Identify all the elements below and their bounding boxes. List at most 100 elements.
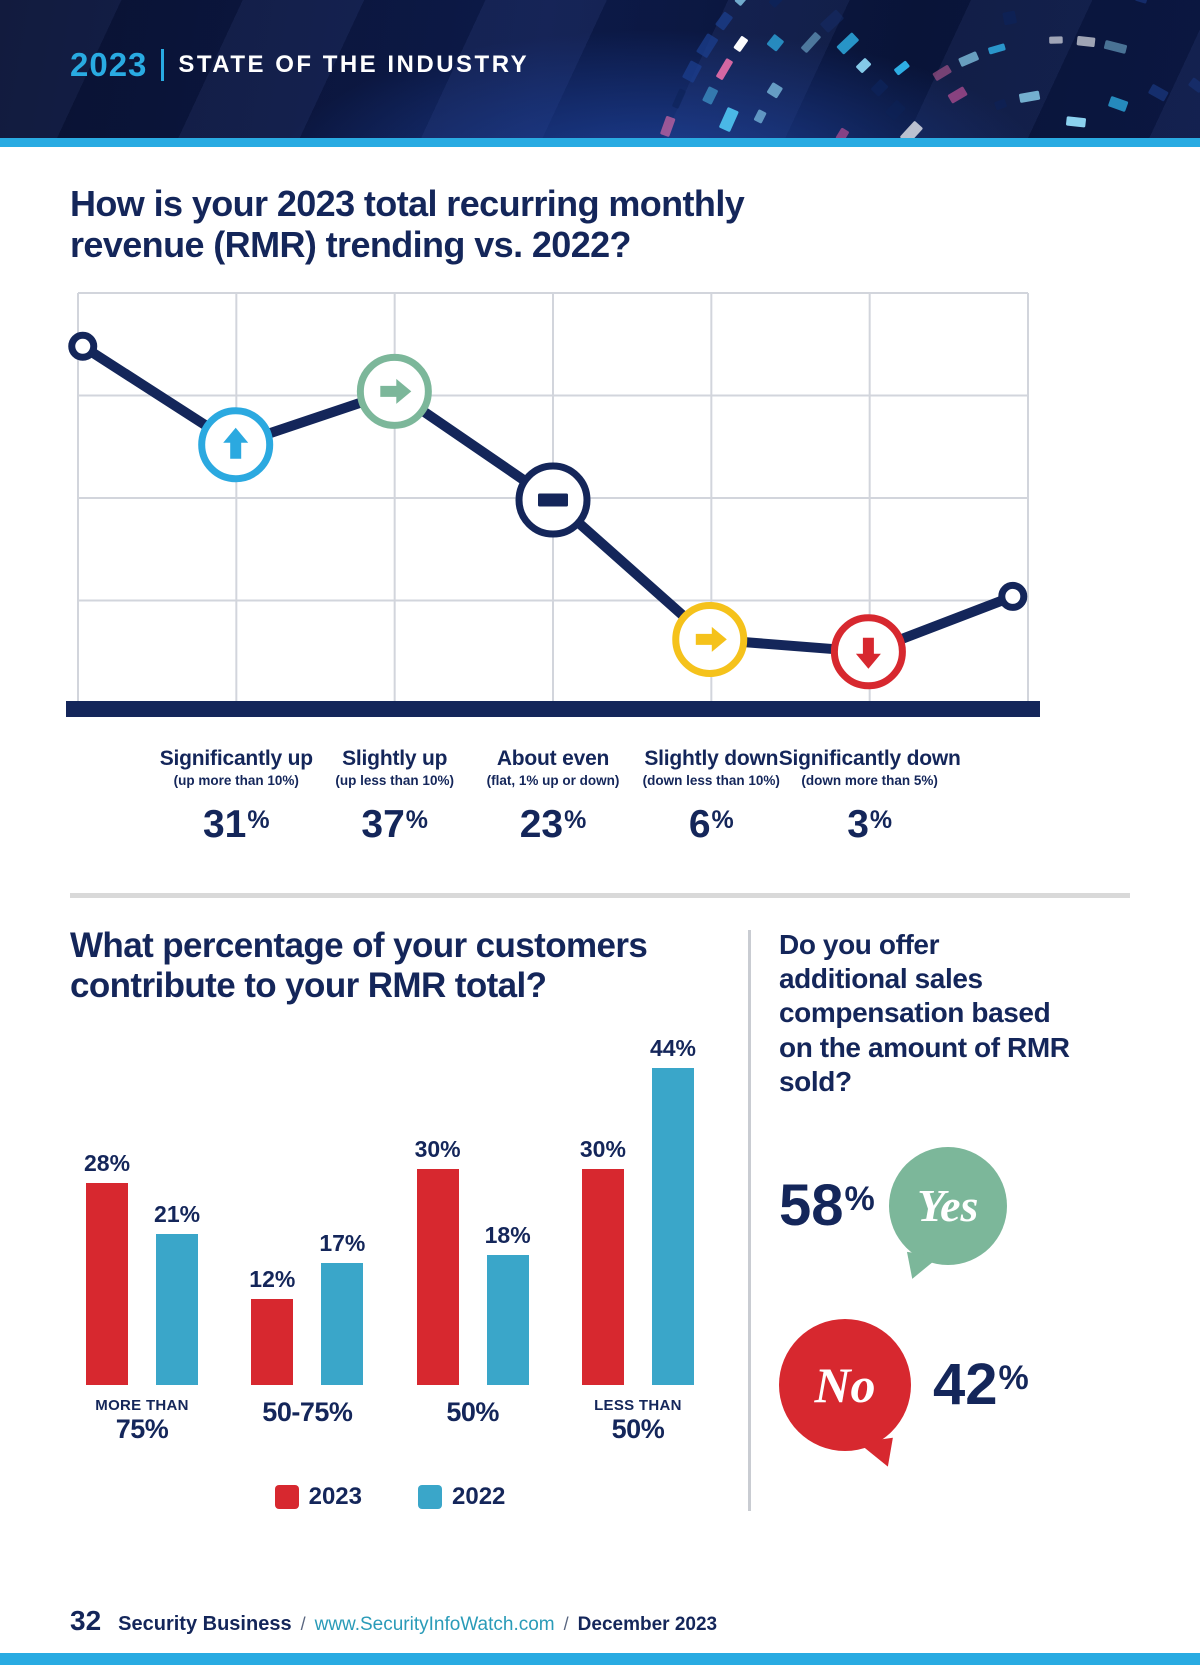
trend-category-sublabel: (up less than 10%) xyxy=(335,773,454,789)
legend-label: 2022 xyxy=(452,1482,506,1510)
legend-item-2022: 2022 xyxy=(418,1483,505,1511)
bar-chart-legend: 2023 2022 xyxy=(84,1483,696,1511)
page-content: How is your 2023 total recurring monthly… xyxy=(0,183,1200,1511)
arrow-right-icon xyxy=(695,626,727,652)
no-percentage: 42% xyxy=(933,1351,1029,1418)
trend-category-significantly-down: Significantly down (down more than 5%) 3% xyxy=(758,747,982,847)
bar-value-label: 30% xyxy=(579,1135,626,1162)
bar-rect xyxy=(156,1233,199,1385)
mosaic-tiles xyxy=(660,0,1200,138)
trend-category-sublabel: (down more than 5%) xyxy=(801,773,938,789)
trend-category-label: About even xyxy=(496,747,610,771)
bar-group-label: 50% xyxy=(415,1397,531,1459)
bar-2023-50-75: 12% xyxy=(249,1266,295,1385)
bar-group-label: 50-75% xyxy=(249,1397,365,1459)
no-label: No xyxy=(814,1356,876,1413)
trend-category-sublabel: (flat, 1% up or down) xyxy=(486,773,620,789)
percent-sign: % xyxy=(564,806,587,835)
stat-unit: % xyxy=(844,1180,875,1219)
trend-axis-bar xyxy=(66,701,1040,718)
arrow-right-icon xyxy=(380,378,412,404)
bottom-accent-bar xyxy=(0,1653,1200,1665)
bar-rect xyxy=(321,1262,364,1385)
header-brand: 2023 STATE OF THE INDUSTRY xyxy=(70,46,529,84)
customers-rmr-bar-chart: 28% 21% MORE THAN 75% 12% 17% 50-75% 30% 18% 50% 3… xyxy=(84,1033,696,1459)
trend-category-label: Slightly down xyxy=(644,747,779,771)
bar-pair: 30% 18% xyxy=(415,1033,531,1385)
bar-rect xyxy=(416,1168,459,1385)
group-label-line2: 50% xyxy=(611,1413,665,1444)
legend-swatch xyxy=(418,1484,442,1509)
group-label-line1: LESS THAN xyxy=(594,1396,682,1414)
stat-value: 58 xyxy=(779,1173,844,1239)
yes-label: Yes xyxy=(917,1180,979,1232)
header-divider xyxy=(161,49,165,81)
column-divider xyxy=(748,930,751,1511)
bar-rect xyxy=(486,1254,529,1385)
legend-swatch xyxy=(274,1484,299,1509)
trend-category-label: Significantly down xyxy=(778,747,961,771)
section-divider xyxy=(70,893,1130,899)
bar-rect xyxy=(251,1298,294,1385)
percent-sign: % xyxy=(711,806,734,835)
trend-marker-significantly-down xyxy=(830,614,906,690)
trend-category-label: Slightly up xyxy=(342,747,448,771)
yes-speech-bubble: Yes xyxy=(888,1146,1007,1265)
page-footer: 32 Security Business / www.SecurityInfoW… xyxy=(70,1605,717,1637)
header-title: STATE OF THE INDUSTRY xyxy=(178,51,530,78)
trend-category-sublabel: (down less than 10%) xyxy=(642,773,780,789)
bar-2022-less-than-50: 44% xyxy=(650,1035,696,1385)
trend-marker-slightly-down xyxy=(672,602,748,678)
bar-group-label: MORE THAN 75% xyxy=(84,1397,200,1459)
bar-2022-50-75: 17% xyxy=(319,1230,365,1385)
trend-marker-slightly-up xyxy=(356,353,432,429)
bar-value-label: 44% xyxy=(649,1034,696,1061)
footer-url[interactable]: www.SecurityInfoWatch.com xyxy=(314,1614,555,1635)
question2-title: What percentage of your customers contri… xyxy=(70,926,648,1006)
trend-category-label: Significantly up xyxy=(159,747,313,771)
trend-category-significantly-up: Significantly up (up more than 10%) 31% xyxy=(124,747,348,847)
bar-2022-more-than-75: 21% xyxy=(154,1201,200,1385)
yes-answer: 58% Yes xyxy=(779,1146,1130,1265)
compensation-section: Do you offer additional sales compensati… xyxy=(779,926,1130,1511)
bar-group-label: LESS THAN 50% xyxy=(580,1397,696,1459)
minus-icon xyxy=(538,493,568,507)
bar-2023-more-than-75: 28% xyxy=(84,1150,130,1385)
bar-2023-50: 30% xyxy=(415,1136,461,1385)
trend-endpoint-end xyxy=(998,581,1028,611)
group-label-line1: MORE THAN xyxy=(95,1396,189,1414)
no-speech-bubble: No xyxy=(779,1318,911,1451)
bar-value-label: 30% xyxy=(414,1135,461,1162)
trend-category-value: 31% xyxy=(202,803,270,847)
footer-brand: Security Business xyxy=(118,1613,292,1635)
percent-sign: % xyxy=(247,806,270,835)
bottom-section: What percentage of your customers contri… xyxy=(70,926,1130,1511)
legend-label: 2023 xyxy=(308,1482,362,1510)
legend-item-2023: 2023 xyxy=(274,1482,362,1511)
group-label-line2: 75% xyxy=(115,1413,169,1444)
arrow-up-icon xyxy=(223,427,249,459)
header-mosaic-decoration xyxy=(660,0,1200,138)
bar-pair: 12% 17% xyxy=(249,1033,365,1385)
bar-pair: 28% 21% xyxy=(84,1033,200,1385)
bar-value-label: 21% xyxy=(154,1200,201,1227)
group-label-line1: 50-75% xyxy=(262,1396,353,1427)
rmr-trend-labels: Significantly up (up more than 10%) 31% Sli… xyxy=(78,747,1028,875)
bar-value-label: 28% xyxy=(84,1149,131,1176)
bar-rect xyxy=(581,1168,624,1385)
question1-title: How is your 2023 total recurring monthly… xyxy=(70,183,745,266)
question3-title: Do you offer additional sales compensati… xyxy=(779,929,1070,1097)
yes-percentage: 58% xyxy=(779,1172,875,1239)
footer-separator: / xyxy=(563,1614,569,1634)
bar-2023-less-than-50: 30% xyxy=(580,1136,626,1385)
percent-sign: % xyxy=(405,806,428,835)
group-label-line1: 50% xyxy=(446,1396,499,1427)
trend-marker-significantly-up xyxy=(198,407,274,483)
header-year: 2023 xyxy=(70,46,148,83)
bar-group-50-75: 12% 17% 50-75% xyxy=(249,1033,365,1459)
trend-category-sublabel: (up more than 10%) xyxy=(173,773,299,789)
stat-value: 42 xyxy=(933,1352,998,1418)
trend-category-value: 3% xyxy=(847,803,893,847)
arrow-down-icon xyxy=(855,637,881,669)
